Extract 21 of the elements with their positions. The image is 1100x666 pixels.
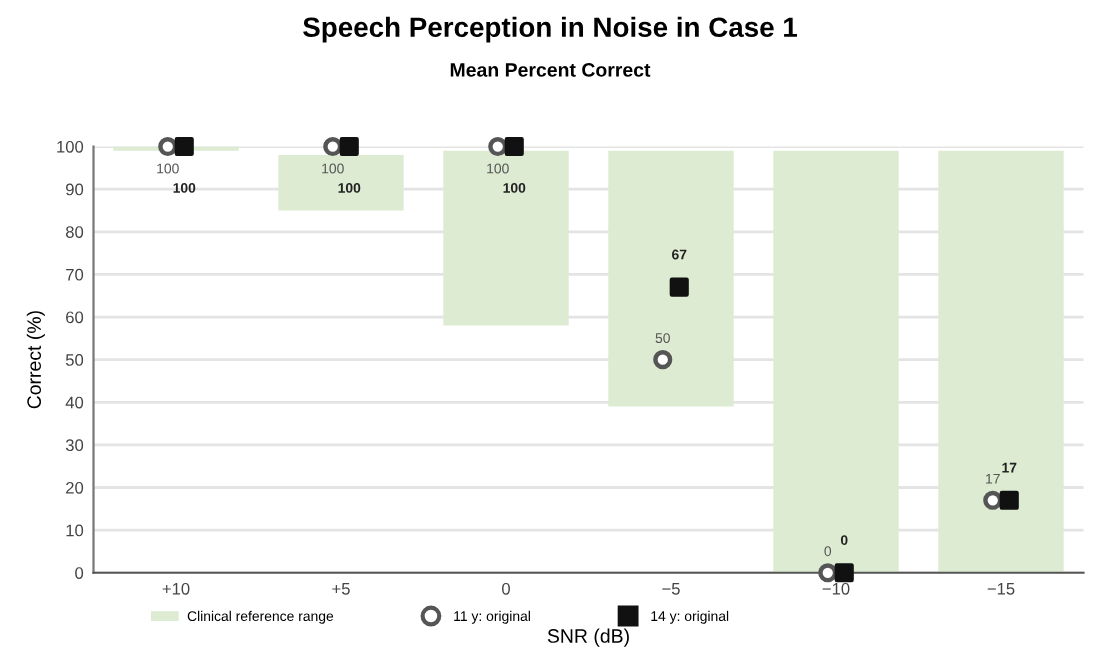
y-tick-label: 20 <box>66 481 84 494</box>
chart-subtitle: Mean Percent Correct <box>450 63 651 77</box>
x-tick-label: +5 <box>332 583 350 595</box>
chart-title: Speech Perception in Noise in Case 1 <box>303 16 798 43</box>
x-axis-title: SNR (dB) <box>547 628 629 647</box>
x-tick-label: +10 <box>162 582 190 595</box>
y-tick-label: 80 <box>65 226 84 238</box>
x-tick-label: −15 <box>987 583 1015 595</box>
x-tick-label: −5 <box>662 583 680 595</box>
y-tick-label: 30 <box>65 439 84 452</box>
y-tick-label: 60 <box>66 311 84 324</box>
y-tick-label: 50 <box>65 354 84 366</box>
x-tick-label: −10 <box>822 582 850 595</box>
y-tick-label: 100 <box>57 140 84 153</box>
x-tick-label: 0 <box>502 582 510 595</box>
y-tick-label: 10 <box>66 524 84 537</box>
y-tick-label: 90 <box>66 183 84 196</box>
y-tick-label: 40 <box>65 396 84 409</box>
y-tick-label: 70 <box>66 268 84 281</box>
y-axis-title: Correct (%) <box>26 311 45 409</box>
y-tick-label: 0 <box>75 567 84 579</box>
